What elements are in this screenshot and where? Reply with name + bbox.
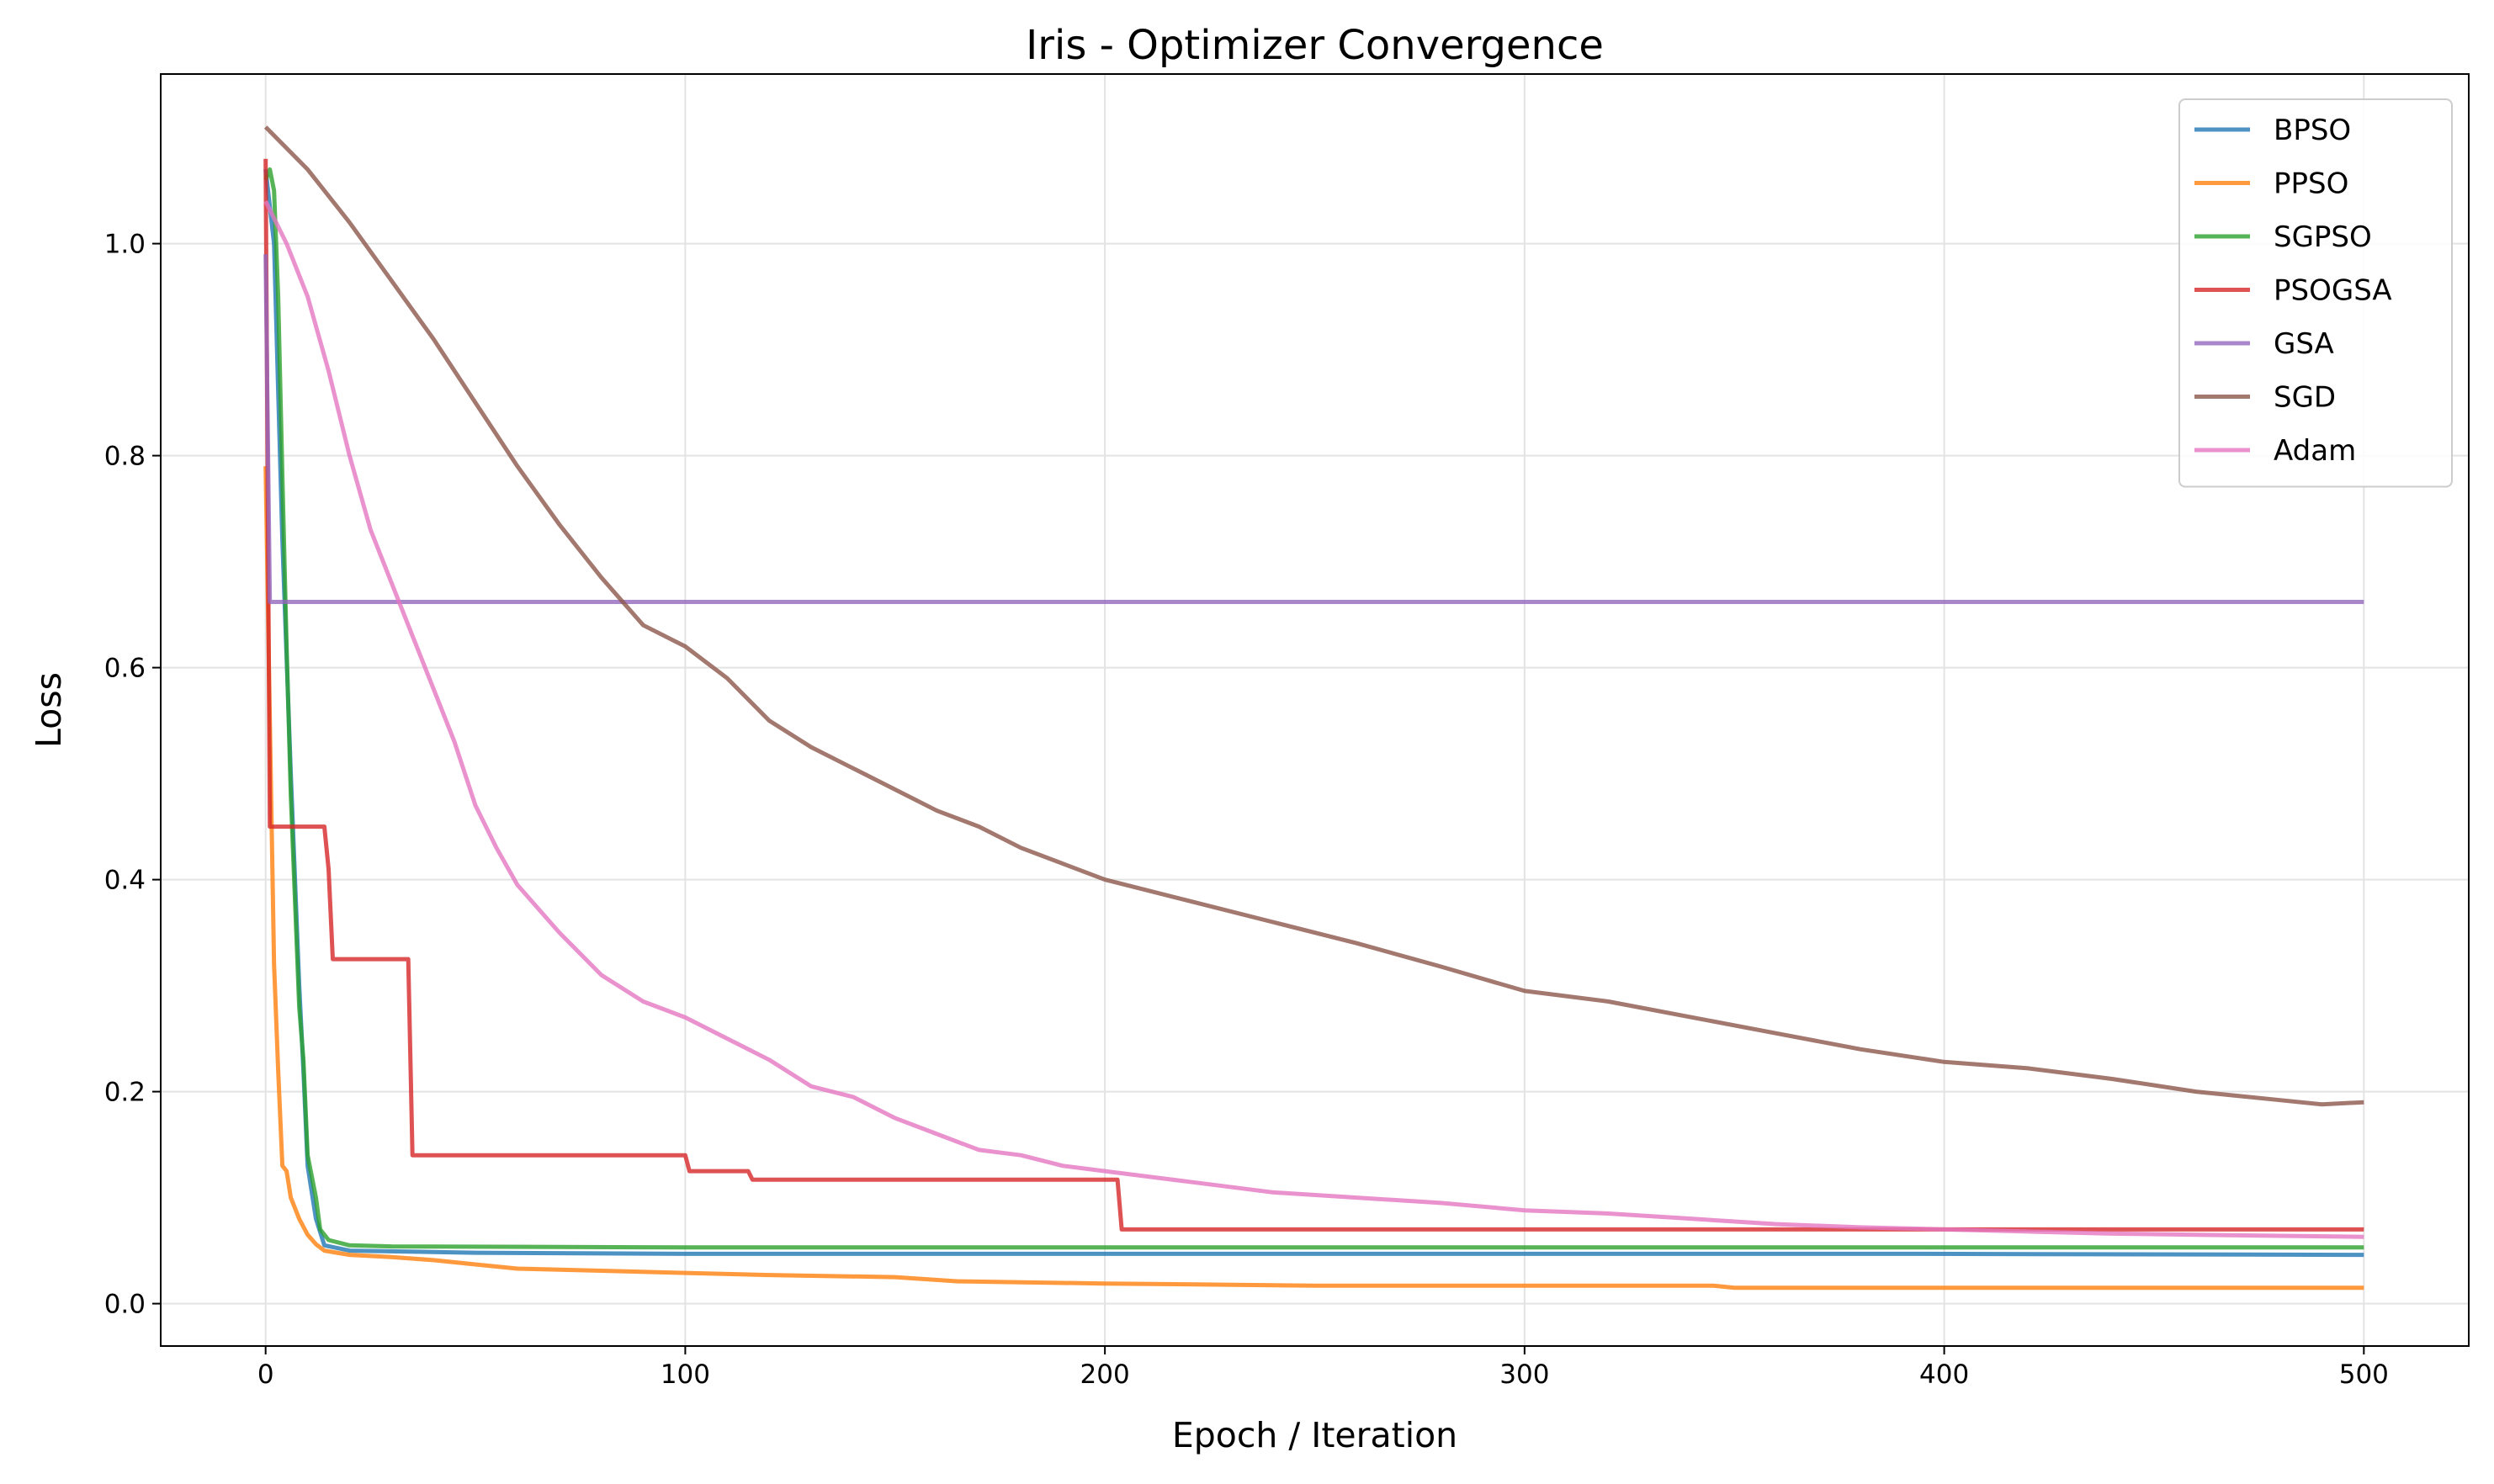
x-tick-label: 0 <box>257 1359 274 1390</box>
x-tick-label: 400 <box>1919 1359 1969 1390</box>
legend-box <box>2178 98 2453 488</box>
x-tick-label: 100 <box>661 1359 710 1390</box>
axis-ticks: 0 100 200 300 400 500 0.0 0.2 0.4 0.6 0.8 1.0 <box>104 230 2389 1390</box>
legend-label-adam: Adam <box>2274 434 2356 468</box>
legend-label-sgpso: SGPSO <box>2274 220 2372 254</box>
plot-frame <box>160 73 2470 1347</box>
legend-label-ppso: PPSO <box>2274 167 2348 201</box>
y-tick-label: 0.4 <box>104 866 146 896</box>
y-tick-label: 1.0 <box>104 230 146 260</box>
legend: BPSO PPSO SGPSO PSOGSA GSA SGD Adam <box>2178 98 2453 488</box>
y-tick-label: 0.0 <box>104 1290 146 1320</box>
series-line-psogsa <box>263 158 2364 1232</box>
legend-label-gsa: GSA <box>2274 327 2334 361</box>
x-tick-label: 200 <box>1080 1359 1130 1390</box>
series-line-sgpso <box>263 167 2364 1250</box>
y-tick-label: 0.2 <box>104 1078 146 1108</box>
legend-label-sgd: SGD <box>2274 381 2336 415</box>
legend-label-bpso: BPSO <box>2274 114 2351 147</box>
chart-title: Iris - Optimizer Convergence <box>1026 22 1604 69</box>
plot-area <box>161 74 2469 1346</box>
y-tick-label: 0.8 <box>104 442 146 472</box>
x-axis-title: Epoch / Iteration <box>1172 1415 1457 1455</box>
series-line-ppso <box>263 466 2364 1291</box>
y-axis-title: Loss <box>29 672 69 748</box>
legend-label-psogsa: PSOGSA <box>2274 274 2392 308</box>
series-lines <box>263 125 2364 1291</box>
series-line-gsa <box>263 254 2364 604</box>
series-line-adam <box>263 200 2364 1239</box>
x-tick-label: 300 <box>1499 1359 1549 1390</box>
series-line-sgd <box>263 125 2364 1107</box>
x-tick-label: 500 <box>2339 1359 2389 1390</box>
y-tick-label: 0.6 <box>104 654 146 684</box>
